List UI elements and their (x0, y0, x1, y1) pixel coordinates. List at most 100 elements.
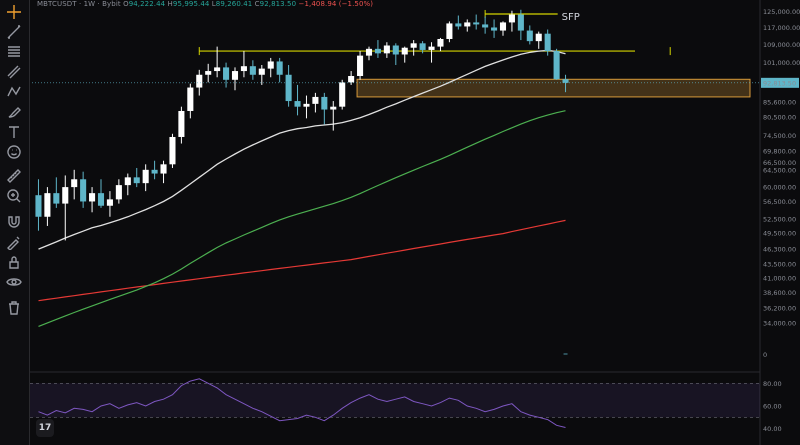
candle-body (446, 23, 453, 39)
candle-body (214, 67, 221, 72)
low-label: L (211, 0, 216, 8)
candle-body (106, 199, 113, 206)
rsi-band (30, 383, 760, 418)
candle-body (544, 33, 551, 52)
candle-body (535, 33, 542, 42)
candle-body (339, 82, 346, 107)
candle-body (240, 66, 247, 72)
magnet-icon[interactable] (4, 212, 24, 232)
rsi-tick-label: 40.00 (763, 425, 782, 433)
candle-body (410, 43, 417, 48)
candle-body (312, 96, 319, 104)
candle-body (133, 177, 140, 184)
candle-body (205, 71, 212, 75)
sfp-annotation: SFP (562, 12, 580, 23)
candle-body (97, 193, 105, 206)
candle-body (53, 193, 60, 204)
eye-icon[interactable] (4, 272, 24, 292)
rsi-line (38, 378, 566, 428)
candle-body (365, 48, 373, 56)
ruler-icon[interactable] (4, 166, 24, 186)
candle-body (160, 164, 167, 174)
change-value: −1,408.94 (−1.50%) (298, 0, 374, 8)
candle-body (455, 23, 462, 27)
price-tick-label: 34,000.00 (763, 319, 796, 327)
zoom-icon[interactable] (4, 186, 24, 206)
candle-body (526, 30, 533, 42)
sma-mid-line (38, 110, 566, 327)
candle-body (508, 14, 515, 23)
tradingview-logo[interactable]: 17 (36, 419, 54, 437)
trash-icon[interactable] (4, 298, 24, 318)
candle-body (482, 24, 489, 28)
candle-body (303, 103, 310, 107)
candle-body (437, 38, 444, 47)
volume-zero-label: 0 (763, 351, 767, 359)
high-label: H (167, 0, 173, 8)
price-tag-label: 92,813.50 (763, 79, 796, 87)
rsi-tick-label: 80.00 (763, 380, 782, 388)
price-tick-label: 49,500.00 (763, 230, 796, 238)
candle-body (169, 136, 176, 165)
candle-body (491, 27, 498, 31)
candle-body (267, 61, 274, 69)
price-tick-label: 80,500.00 (763, 113, 796, 121)
candle-body (115, 185, 122, 200)
demand-zone (356, 78, 751, 98)
candle-body (348, 76, 355, 83)
crosshair-icon[interactable] (4, 2, 24, 22)
candle-body (285, 74, 292, 102)
candle-body (178, 110, 185, 137)
candle-body (223, 67, 230, 80)
candle-body (142, 169, 149, 184)
symbol-legend: MBTCUSDT · 1W · Bybit O94,222.44 H95,995… (37, 0, 373, 8)
candle-body (196, 74, 203, 88)
price-tick-label: 43,500.00 (763, 260, 796, 268)
candle-body (35, 195, 42, 217)
candle-body (187, 87, 194, 111)
sma-fast-line (38, 49, 566, 250)
price-tick-label: 36,200.00 (763, 304, 796, 312)
candle-body (231, 71, 239, 80)
candle-body (124, 177, 131, 186)
candle-body (464, 22, 471, 27)
price-tick-label: 46,300.00 (763, 246, 796, 254)
text-icon[interactable] (4, 122, 24, 142)
candle-body (258, 68, 265, 75)
price-tick-label: 64,500.00 (763, 166, 796, 174)
price-tick-label: 85,600.00 (763, 99, 796, 107)
lock-drawing-icon[interactable] (4, 232, 24, 252)
symbol-name[interactable]: MBTCUSDT · 1W · Bybit (37, 0, 121, 8)
price-tag-bg (761, 77, 799, 88)
candle-body (276, 61, 283, 75)
price-tick-label: 41,000.00 (763, 275, 796, 283)
candle-body (562, 79, 569, 83)
emoji-icon[interactable] (4, 142, 24, 162)
candle-body (401, 47, 408, 55)
open-label: O (123, 0, 129, 8)
price-tick-label: 60,000.00 (763, 184, 796, 192)
candle-body (71, 179, 78, 188)
drawing-toolbar (0, 0, 30, 445)
candle-body (419, 43, 426, 50)
price-tick-label: 38,600.00 (763, 289, 796, 297)
brush-icon[interactable] (4, 102, 24, 122)
candle-body (294, 101, 301, 107)
lock-icon[interactable] (4, 252, 24, 272)
candle-body (357, 55, 364, 77)
candle-body (80, 179, 87, 202)
candle-body (44, 193, 51, 217)
price-tick-label: 69,800.00 (763, 147, 796, 155)
candle-body (428, 46, 435, 50)
sma-slow-line (38, 219, 566, 302)
pattern-icon[interactable] (4, 82, 24, 102)
candle-body (383, 45, 390, 54)
open-value: 94,222.44 (128, 0, 166, 8)
fib-icon[interactable] (4, 42, 24, 62)
trendline-icon[interactable] (4, 22, 24, 42)
channel-icon[interactable] (4, 62, 24, 82)
close-label: C (254, 0, 260, 8)
price-tick-label: 66,500.00 (763, 159, 796, 167)
candle-body (473, 22, 480, 25)
price-chart[interactable]: 125,000.00 117,000.00 109,000.00 101,000.00… (30, 0, 800, 445)
